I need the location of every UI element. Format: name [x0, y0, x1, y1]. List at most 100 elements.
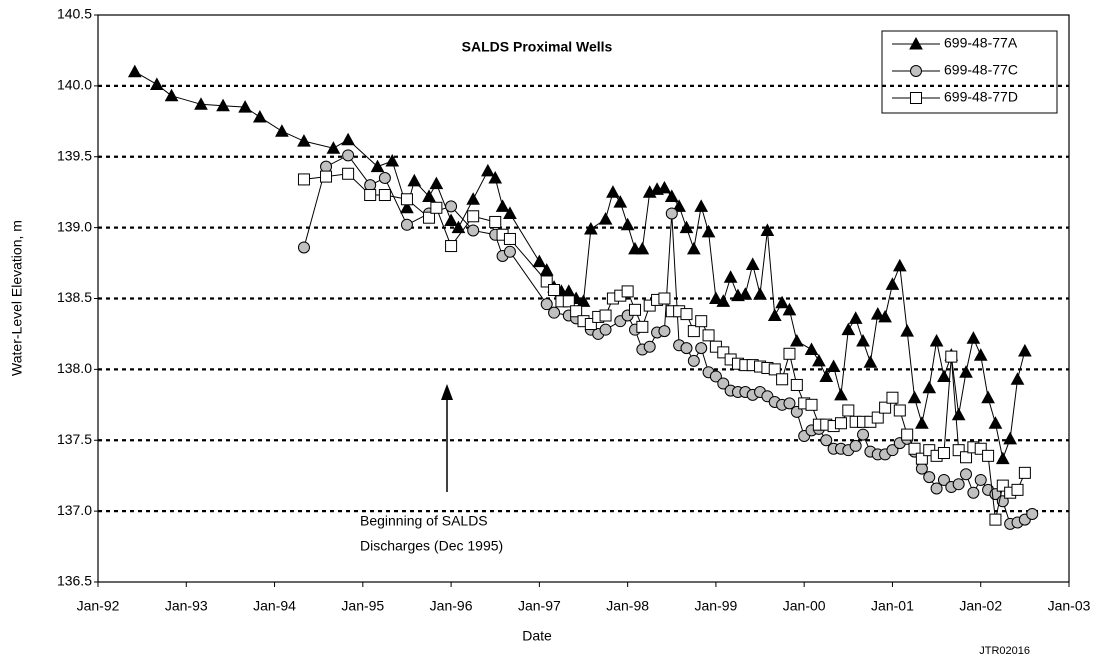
data-point [820, 434, 833, 447]
data-point [540, 275, 553, 288]
x-tick-label: Jan-03 [1048, 598, 1091, 614]
data-point [613, 195, 628, 208]
x-tick-label: Jan-01 [871, 598, 914, 614]
data-point [973, 348, 988, 361]
chart-title: SALDS Proximal Wells [462, 39, 613, 55]
data-point [695, 342, 708, 355]
data-point [495, 199, 510, 212]
y-tick-label: 138.5 [57, 289, 92, 305]
data-point [275, 124, 289, 137]
y-tick-label: 136.5 [57, 573, 92, 589]
data-point [930, 482, 943, 495]
data-point [598, 212, 613, 225]
data-point [819, 369, 834, 382]
data-point [988, 416, 1003, 429]
data-point [548, 306, 561, 319]
x-tick-label: Jan-94 [253, 598, 296, 614]
data-point [738, 287, 753, 300]
data-point [503, 206, 517, 219]
data-point [871, 411, 884, 424]
data-point [900, 324, 915, 337]
data-point [576, 294, 591, 307]
data-point [620, 217, 635, 231]
data-point [467, 210, 480, 223]
data-point [297, 241, 310, 254]
data-point [849, 439, 862, 452]
data-point [1003, 431, 1017, 445]
annotation-line: Discharges (Dec 1995) [360, 538, 503, 554]
data-point [466, 192, 481, 205]
data-point [378, 189, 391, 202]
data-point [834, 387, 848, 401]
data-point [753, 287, 767, 300]
data-point [400, 200, 414, 214]
data-point [908, 442, 921, 455]
data-point [812, 353, 826, 367]
data-point [783, 347, 796, 360]
data-point [1026, 507, 1039, 520]
data-point [702, 329, 715, 342]
data-point [959, 365, 973, 378]
data-point [768, 363, 781, 376]
data-point [901, 428, 914, 441]
data-point [548, 283, 561, 296]
data-point [886, 391, 899, 404]
x-tick-label: Jan-92 [77, 598, 120, 614]
data-point [1011, 483, 1024, 496]
data-point [767, 308, 782, 322]
data-point [966, 331, 981, 344]
data-point [1018, 466, 1031, 479]
data-point [643, 340, 656, 353]
data-point [790, 378, 803, 391]
data-point [621, 285, 634, 298]
data-point [745, 257, 760, 270]
y-tick-label: 137.5 [57, 431, 92, 447]
data-point [444, 213, 458, 227]
data-point [709, 370, 722, 383]
data-point [892, 258, 907, 272]
data-point [326, 141, 341, 154]
data-point [804, 342, 819, 356]
data-point [841, 322, 856, 336]
x-tick-label: Jan-93 [165, 598, 208, 614]
data-point [937, 473, 950, 486]
annotation-line: Beginning of SALDS [360, 513, 488, 529]
y-axis-label: Water-Level Elevation, m [9, 220, 25, 376]
data-point [164, 88, 179, 102]
data-point [540, 298, 553, 311]
data-point [364, 179, 377, 192]
data-point [503, 232, 516, 245]
data-point [297, 134, 311, 147]
data-point [216, 98, 230, 112]
data-point [775, 295, 789, 309]
data-point [687, 354, 700, 367]
data-point [665, 207, 678, 220]
data-point [878, 309, 892, 323]
x-tick-label: Jan-99 [695, 598, 738, 614]
data-point [400, 218, 413, 231]
data-point [694, 199, 709, 212]
data-point [1018, 343, 1032, 357]
y-tick-label: 137.0 [57, 502, 92, 518]
data-point [885, 277, 900, 290]
data-point [445, 240, 458, 253]
x-tick-label: Jan-95 [341, 598, 384, 614]
data-point [422, 189, 436, 202]
data-point [695, 315, 708, 328]
data-point [856, 333, 870, 347]
data-point [150, 77, 164, 90]
data-point [370, 159, 385, 173]
data-point [951, 407, 966, 421]
data-point [915, 452, 928, 465]
data-point [989, 513, 1002, 526]
data-point [923, 471, 936, 484]
y-tick-label: 140.5 [57, 6, 92, 22]
data-point [636, 320, 649, 333]
data-point [423, 211, 436, 224]
data-point [481, 163, 495, 177]
data-point [562, 295, 575, 308]
data-point [658, 292, 671, 305]
data-point [599, 323, 612, 336]
data-point [664, 189, 679, 202]
